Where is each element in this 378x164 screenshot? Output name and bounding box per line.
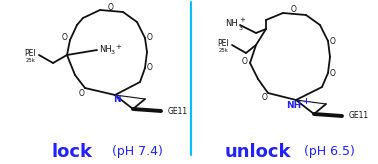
Text: O: O bbox=[242, 58, 248, 66]
Text: N: N bbox=[113, 94, 121, 103]
Text: O: O bbox=[108, 2, 114, 11]
Text: O: O bbox=[147, 33, 153, 42]
Text: lock: lock bbox=[51, 143, 93, 161]
Text: GE11: GE11 bbox=[168, 106, 188, 115]
Text: O: O bbox=[147, 63, 153, 72]
Text: GE11: GE11 bbox=[349, 112, 369, 121]
Text: O: O bbox=[62, 33, 68, 42]
Text: O: O bbox=[291, 6, 297, 14]
Text: NH: NH bbox=[225, 20, 238, 29]
Text: +: + bbox=[302, 96, 310, 105]
Text: 3: 3 bbox=[111, 51, 115, 55]
Text: O: O bbox=[330, 69, 336, 78]
Text: NH: NH bbox=[287, 101, 302, 110]
Text: +: + bbox=[115, 44, 121, 50]
Text: 3: 3 bbox=[239, 27, 243, 31]
Text: 25k: 25k bbox=[26, 58, 36, 62]
Text: PEI: PEI bbox=[217, 40, 229, 49]
Text: (pH 6.5): (pH 6.5) bbox=[300, 145, 355, 158]
Text: unlock: unlock bbox=[225, 143, 291, 161]
Text: +: + bbox=[239, 17, 245, 23]
Text: NH: NH bbox=[99, 44, 112, 53]
Text: O: O bbox=[330, 37, 336, 45]
Text: PEI: PEI bbox=[24, 50, 36, 59]
Text: (pH 7.4): (pH 7.4) bbox=[108, 145, 163, 158]
Text: O: O bbox=[262, 93, 268, 102]
Text: 25k: 25k bbox=[219, 48, 229, 52]
Text: O: O bbox=[79, 89, 85, 98]
